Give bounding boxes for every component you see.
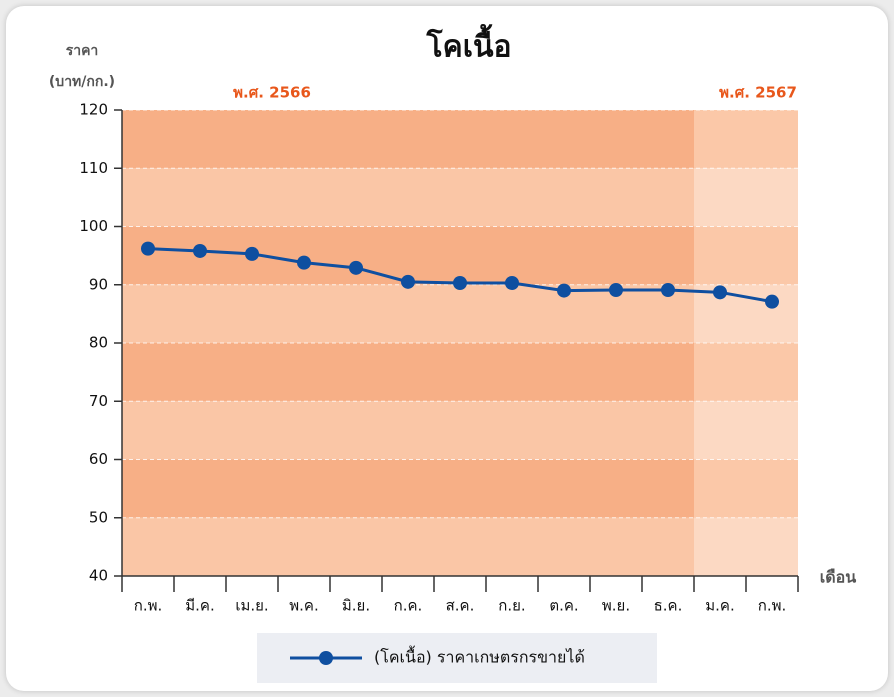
background-band (694, 168, 798, 227)
data-point (713, 285, 727, 300)
y-tick-label: 70 (89, 392, 108, 410)
x-tick-label: พ.ย. (602, 597, 630, 615)
data-point (297, 255, 311, 270)
x-tick-label: ก.ย. (498, 597, 525, 615)
y-tick-label: 80 (89, 334, 108, 352)
y-tick-label: 40 (89, 567, 108, 585)
background-band (122, 168, 694, 227)
x-tick-label: เม.ย. (235, 597, 268, 615)
background-band (122, 517, 694, 576)
background-band (694, 226, 798, 285)
background-band (694, 517, 798, 576)
data-point (505, 276, 519, 291)
background-band (122, 110, 694, 169)
background-band (122, 343, 694, 402)
data-point (245, 246, 259, 261)
data-point (765, 294, 779, 309)
x-tick-label: ต.ค. (549, 597, 578, 615)
y-axis-label: (บาท/กก.) (49, 74, 115, 90)
y-tick-label: 120 (79, 101, 108, 119)
x-tick-label: ม.ค. (705, 597, 734, 615)
x-tick-label: ส.ค. (446, 597, 475, 615)
background-band (122, 459, 694, 518)
background-band (694, 459, 798, 518)
y-tick-label: 100 (79, 217, 108, 235)
data-point (453, 276, 467, 291)
data-point (609, 282, 623, 297)
x-tick-label: พ.ค. (289, 597, 318, 615)
data-point (661, 282, 675, 297)
y-axis-label: ราคา (66, 43, 99, 59)
y-tick-label: 90 (89, 275, 108, 293)
background-band (694, 401, 798, 460)
y-tick-label: 50 (89, 508, 108, 526)
background-band (694, 284, 798, 343)
background-band (122, 284, 694, 343)
x-axis-label: เดือน (820, 568, 856, 587)
data-point (141, 241, 155, 256)
background-band (694, 110, 798, 169)
legend-marker (319, 651, 333, 665)
x-tick-label: ก.พ. (134, 597, 163, 615)
legend-label: (โคเนื้อ) ราคาเกษตรกรขายได้ (374, 646, 585, 667)
background-band (122, 401, 694, 460)
x-tick-label: ธ.ค. (654, 597, 683, 615)
chart-title: โคเนื้อ (426, 24, 512, 65)
x-tick-label: มิ.ย. (342, 597, 370, 615)
x-tick-label: ก.ค. (394, 597, 423, 615)
period-label: พ.ศ. 2566 (233, 84, 311, 102)
data-point (193, 243, 207, 258)
x-tick-label: ก.พ. (758, 597, 787, 615)
data-point (349, 260, 363, 275)
data-point (401, 274, 415, 289)
x-tick-label: มี.ค. (185, 597, 214, 615)
y-tick-label: 60 (89, 450, 108, 468)
y-tick-label: 110 (79, 159, 108, 177)
period-label: พ.ศ. 2567 (719, 84, 797, 102)
data-point (557, 283, 571, 298)
background-band (694, 343, 798, 402)
